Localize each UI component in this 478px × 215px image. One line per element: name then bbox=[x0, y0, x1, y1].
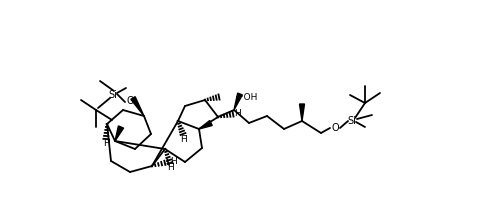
Text: H: H bbox=[235, 109, 241, 118]
Polygon shape bbox=[234, 93, 242, 110]
Polygon shape bbox=[115, 126, 124, 141]
Polygon shape bbox=[199, 120, 212, 129]
Text: O: O bbox=[331, 123, 339, 133]
Text: ···OH: ···OH bbox=[235, 92, 257, 101]
Text: H: H bbox=[171, 157, 177, 166]
Text: H̅: H̅ bbox=[168, 163, 174, 172]
Text: H̅: H̅ bbox=[181, 135, 187, 143]
Text: H̅: H̅ bbox=[104, 140, 110, 149]
Polygon shape bbox=[300, 104, 304, 121]
Text: Si: Si bbox=[109, 90, 118, 100]
Text: O: O bbox=[126, 96, 134, 106]
Polygon shape bbox=[131, 97, 144, 116]
Text: Si: Si bbox=[348, 116, 357, 126]
